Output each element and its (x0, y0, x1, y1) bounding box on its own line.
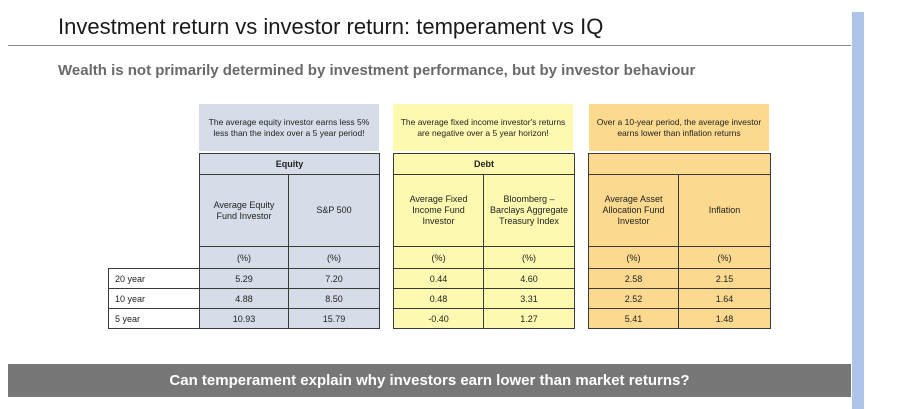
table-cell: 15.79 (287, 308, 381, 329)
table-row: 10 year 4.88 8.50 0.48 3.31 2.52 1.64 (108, 288, 772, 309)
column-header: Inflation (678, 174, 772, 247)
table-row: 20 year 5.29 7.20 0.44 4.60 2.58 2.15 (108, 268, 772, 289)
column-header: Average Equity Fund Investor (199, 174, 289, 247)
note-debt: The average fixed income investor's retu… (393, 104, 573, 151)
table-cell: 1.27 (483, 308, 576, 329)
group-header-equity: Equity (198, 153, 381, 175)
column-header: S&P 500 (287, 174, 381, 247)
table-cell: 1.48 (678, 308, 772, 329)
note-equity: The average equity investor earns less 5… (199, 104, 379, 151)
unit-label: (%) (287, 246, 381, 269)
side-accent-bar (852, 12, 864, 409)
table-cell: 4.88 (199, 288, 289, 309)
row-label: 5 year (108, 308, 200, 329)
column-header: Average Asset Allocation Fund Investor (588, 174, 680, 247)
table-cell: 10.93 (199, 308, 289, 329)
table-cell: 2.58 (588, 268, 680, 289)
slide-subtitle: Wealth is not primarily determined by in… (58, 62, 696, 79)
returns-table: Equity Debt Average Equity Fund Investor… (108, 153, 772, 329)
table-cell: 5.29 (199, 268, 289, 289)
unit-label: (%) (483, 246, 576, 269)
table-cell: -0.40 (393, 308, 485, 329)
note-allocation: Over a 10-year period, the average inves… (589, 104, 769, 151)
slide-title: Investment return vs investor return: te… (58, 14, 604, 39)
table-row: 5 year 10.93 15.79 -0.40 1.27 5.41 1.48 (108, 308, 772, 329)
table-cell: 0.44 (393, 268, 485, 289)
unit-label: (%) (199, 246, 289, 269)
table-cell: 0.48 (393, 288, 485, 309)
table-cell: 7.20 (287, 268, 381, 289)
group-header-debt: Debt (393, 153, 576, 175)
bottom-banner: Can temperament explain why investors ea… (8, 364, 851, 397)
table-cell: 2.15 (678, 268, 772, 289)
table-cell: 3.31 (483, 288, 576, 309)
unit-label: (%) (393, 246, 485, 269)
unit-label: (%) (588, 246, 680, 269)
title-divider (8, 45, 851, 46)
table-cell: 1.64 (678, 288, 772, 309)
column-header: Average Fixed Income Fund Investor (393, 174, 485, 247)
table-cell: 2.52 (588, 288, 680, 309)
column-header: Bloomberg – Barclays Aggregate Treasury … (483, 174, 576, 247)
row-label: 10 year (108, 288, 200, 309)
group-header-allocation (588, 153, 772, 175)
row-label: 20 year (108, 268, 200, 289)
table-cell: 4.60 (483, 268, 576, 289)
table-cell: 8.50 (287, 288, 381, 309)
unit-label: (%) (678, 246, 772, 269)
table-cell: 5.41 (588, 308, 680, 329)
